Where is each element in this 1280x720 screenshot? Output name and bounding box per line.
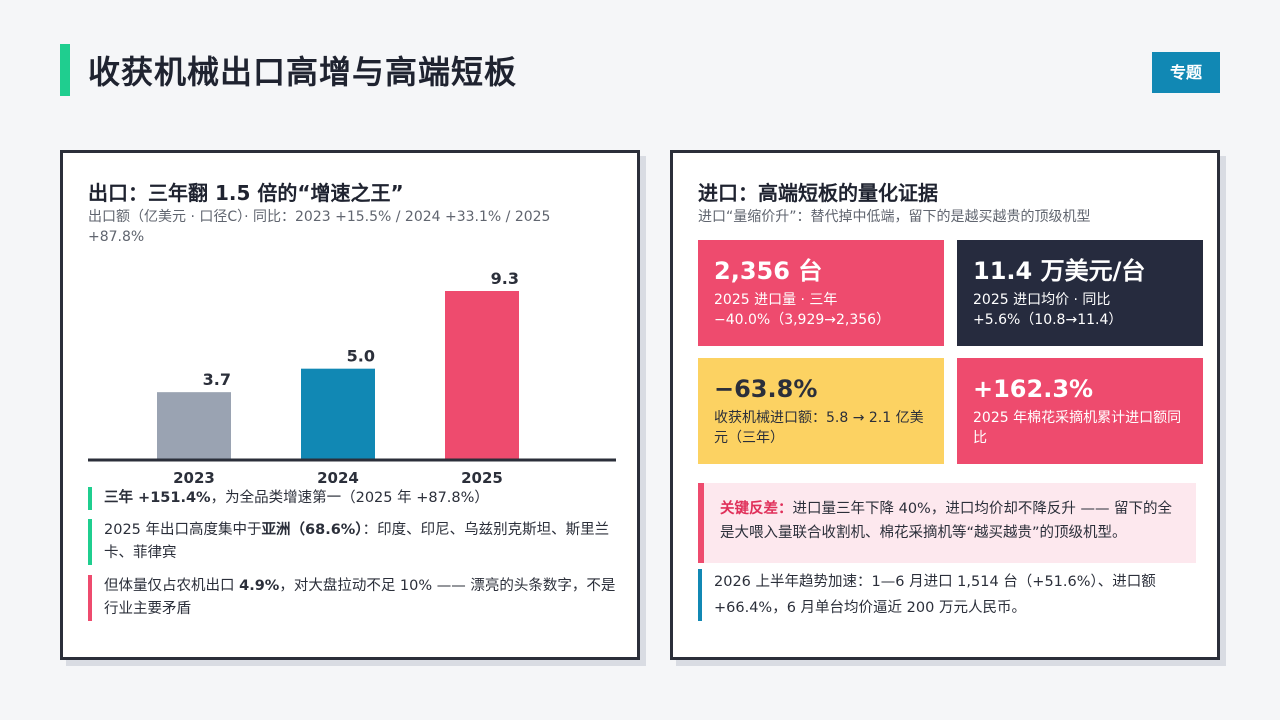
import-panel-title: 进口：高端短板的量化证据 (698, 181, 938, 205)
card-import-price-value: 11.4 万美元/台 (973, 257, 1146, 285)
bar-2025 (445, 291, 519, 459)
note-share-bold: 4.9% (239, 578, 280, 594)
page-title: 收获机械出口高增与高端短板 (88, 53, 518, 91)
note-growth: 三年 +151.4%，为全品类增速第一（2025 年 +87.8%） (88, 487, 616, 510)
key-contrast-callout: 关键反差：进口量三年下降 40%，进口均价却不降反升 —— 留下的全是大喂入量联… (698, 483, 1196, 563)
x-tick-label-2023: 2023 (173, 469, 215, 487)
note-asia: 2025 年出口高度集中于亚洲（68.6%）：印度、印尼、乌兹别克斯坦、斯里兰卡… (88, 519, 616, 565)
bar-2024 (301, 368, 375, 459)
title-accent-bar (60, 44, 70, 96)
card-import-price-desc: 2025 进口均价 · 同比 +5.6%（10.8→11.4） (973, 292, 1123, 328)
x-tick-label-2024: 2024 (317, 469, 359, 487)
card-cotton-picker-desc: 2025 年棉花采摘机累计进口额同比 (973, 410, 1182, 446)
card-import-volume-value: 2,356 台 (714, 257, 823, 285)
import-panel: 进口：高端短板的量化证据 进口“量缩价升”：替代掉中低端，留下的是越买越贵的顶级… (670, 150, 1220, 660)
x-tick-label-2025: 2025 (461, 469, 503, 487)
key-contrast-keyword: 关键反差： (720, 501, 793, 517)
trend-note: 2026 上半年趋势加速：1—6 月进口 1,514 台（+51.6%）、进口额… (698, 569, 1196, 621)
note-share-pre: 但体量仅占农机出口 (104, 578, 240, 594)
export-panel-title: 出口：三年翻 1.5 倍的“增速之王” (88, 181, 404, 205)
card-import-price: 11.4 万美元/台 2025 进口均价 · 同比 +5.6%（10.8→11.… (957, 240, 1203, 346)
bar-value-label-2023: 3.7 (203, 370, 231, 389)
card-import-volume-desc: 2025 进口量 · 三年 −40.0%（3,929→2,356） (714, 292, 891, 328)
export-panel-subtitle: 出口额（亿美元 · 口径C）· 同比：2023 +15.5% / 2024 +3… (88, 209, 551, 245)
note-growth-bold: 三年 +151.4% (104, 490, 211, 506)
note-share: 但体量仅占农机出口 4.9%，对大盘拉动不足 10% —— 漂亮的头条数字，不是… (88, 575, 616, 621)
card-import-value-change: −63.8% 收获机械进口额：5.8 → 2.1 亿美元（三年） (698, 358, 944, 464)
card-import-value-change-value: −63.8% (714, 375, 818, 403)
import-panel-subtitle: 进口“量缩价升”：替代掉中低端，留下的是越买越贵的顶级机型 (698, 209, 1091, 225)
note-asia-bold: 亚洲（68.6%） (261, 522, 363, 538)
export-bar-chart: 3.7 2023 5.0 2024 9.3 2025 (88, 261, 616, 493)
export-bar-chart-svg: 3.7 2023 5.0 2024 9.3 2025 (88, 269, 616, 487)
card-cotton-picker-value: +162.3% (973, 375, 1094, 403)
card-import-volume: 2,356 台 2025 进口量 · 三年 −40.0%（3,929→2,356… (698, 240, 944, 346)
card-import-value-change-desc: 收获机械进口额：5.8 → 2.1 亿美元（三年） (714, 410, 924, 446)
bar-2023 (157, 392, 231, 459)
card-cotton-picker: +162.3% 2025 年棉花采摘机累计进口额同比 (957, 358, 1203, 464)
note-growth-text: ，为全品类增速第一（2025 年 +87.8%） (210, 490, 489, 506)
note-share-text: ，对大盘拉动不足 10% —— 漂亮的头条数字，不是行业主要矛盾 (104, 578, 616, 617)
export-panel: 出口：三年翻 1.5 倍的“增速之王” 出口额（亿美元 · 口径C）· 同比：2… (60, 150, 640, 660)
note-asia-text: ：印度、印尼、乌兹别克斯坦、斯里兰卡、菲律宾 (104, 522, 610, 561)
topic-tag[interactable]: 专题 (1152, 52, 1220, 93)
key-contrast-text: 进口量三年下降 40%，进口均价却不降反升 —— 留下的全是大喂入量联合收割机、… (720, 501, 1173, 541)
note-asia-pre: 2025 年出口高度集中于 (104, 522, 262, 538)
bar-value-label-2024: 5.0 (347, 347, 375, 366)
bar-value-label-2025: 9.3 (491, 269, 519, 288)
